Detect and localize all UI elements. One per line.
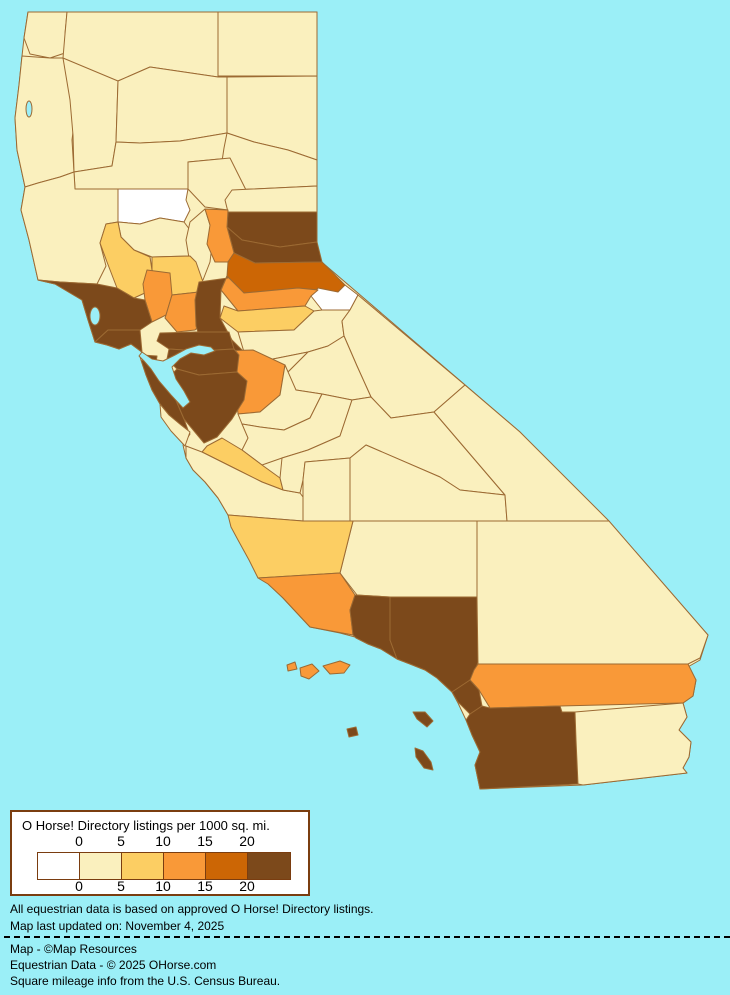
data-disclaimer-note: All equestrian data is based on approved…: [10, 902, 374, 916]
region-kern[interactable]: [339, 520, 478, 598]
legend-swatch-white: [38, 853, 80, 879]
census-credit: Square mileage info from the U.S. Census…: [10, 974, 281, 988]
region-catalina-island[interactable]: [412, 711, 434, 728]
region-san-diego[interactable]: [465, 705, 579, 790]
region-shasta[interactable]: [115, 66, 228, 144]
region-santa-barbara-island[interactable]: [346, 726, 359, 738]
region-kings[interactable]: [302, 457, 351, 522]
region-mendocino[interactable]: [20, 171, 119, 285]
region-marin[interactable]: [94, 329, 143, 353]
legend-tick-bottom-10: 10: [155, 878, 171, 894]
legend-tick-bottom-20: 20: [239, 878, 255, 894]
region-san-miguel-island[interactable]: [286, 661, 298, 672]
legend-swatch-orange: [164, 853, 206, 879]
legend-ticks-top: 0 5 10 15 20: [12, 833, 308, 849]
region-riverside[interactable]: [469, 663, 697, 709]
legend-color-bar: [37, 852, 291, 880]
legend-swatch-brown: [248, 853, 290, 879]
legend-tick-bottom-5: 5: [117, 878, 125, 894]
water-clear-lake: [89, 306, 101, 326]
last-updated-note: Map last updated on: November 4, 2025: [10, 919, 225, 933]
legend-tick-top-20: 20: [239, 833, 255, 849]
legend-tick-bottom-15: 15: [197, 878, 213, 894]
region-santa-barbara[interactable]: [257, 572, 356, 636]
map-credit: Map - ©Map Resources: [10, 942, 137, 956]
region-glenn[interactable]: [117, 188, 191, 225]
legend-tick-top-15: 15: [197, 833, 213, 849]
water-san-francisco-bay: [138, 344, 216, 409]
region-san-bernardino[interactable]: [476, 520, 709, 665]
california-county-map: [14, 11, 709, 790]
region-del-norte[interactable]: [23, 11, 69, 59]
legend-tick-top-0: 0: [75, 833, 83, 849]
legend-swatch-gold: [122, 853, 164, 879]
region-santa-clara[interactable]: [166, 368, 248, 444]
legend-tick-bottom-0: 0: [75, 878, 83, 894]
water-humboldt-lagoon: [25, 100, 33, 118]
legend-tick-top-10: 10: [155, 833, 171, 849]
region-los-angeles[interactable]: [389, 596, 479, 693]
legend-swatch-dark_orange: [206, 853, 248, 879]
region-santa-rosa-island[interactable]: [299, 663, 320, 680]
region-sierra[interactable]: [224, 185, 318, 213]
legend-swatch-cream: [80, 853, 122, 879]
legend-tick-top-5: 5: [117, 833, 125, 849]
region-san-luis-obispo[interactable]: [227, 514, 354, 579]
dashed-divider: [4, 936, 730, 938]
region-modoc[interactable]: [217, 11, 318, 77]
region-san-clemente-island[interactable]: [414, 747, 434, 771]
region-santa-cruz[interactable]: [159, 403, 191, 447]
equestrian-data-credit: Equestrian Data - © 2025 OHorse.com: [10, 958, 217, 972]
legend-title: O Horse! Directory listings per 1000 sq.…: [22, 818, 270, 833]
region-santa-cruz-island[interactable]: [322, 660, 351, 675]
legend: O Horse! Directory listings per 1000 sq.…: [10, 810, 310, 896]
region-amador[interactable]: [220, 275, 319, 312]
region-imperial[interactable]: [574, 702, 692, 786]
region-napa[interactable]: [142, 269, 173, 323]
legend-ticks-bottom: 0 5 10 15 20: [12, 878, 308, 894]
